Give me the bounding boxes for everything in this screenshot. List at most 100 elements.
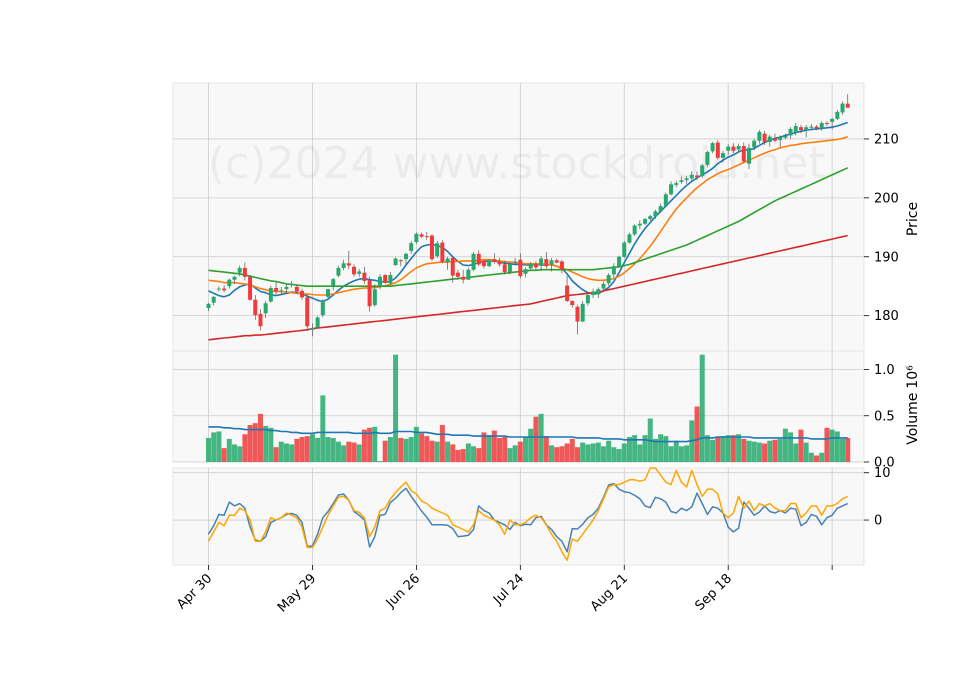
candle-body <box>523 269 528 274</box>
volume-bar <box>569 438 575 462</box>
osc-a-line <box>207 482 849 553</box>
candle <box>326 288 331 299</box>
candle <box>378 274 383 290</box>
volume-bar <box>772 439 778 462</box>
volume-bar <box>762 443 768 462</box>
volume-bar <box>289 444 295 462</box>
candle <box>783 133 788 140</box>
volume-bar <box>736 434 742 462</box>
candle-body <box>809 126 814 128</box>
volume-bar <box>840 438 846 462</box>
candle-body <box>378 276 383 287</box>
volume-bar <box>231 444 237 462</box>
candle <box>403 252 408 266</box>
candle <box>731 143 736 154</box>
volume-bar <box>549 445 555 462</box>
candle <box>284 284 289 293</box>
volume-bar <box>564 443 570 462</box>
volume-bar <box>819 452 825 462</box>
candle <box>804 124 809 138</box>
volume-bar <box>471 446 477 462</box>
candle-body <box>279 290 284 292</box>
candle <box>440 240 445 264</box>
price-tick-label: 200 <box>874 191 899 206</box>
candle <box>835 110 840 121</box>
volume-bar <box>517 441 523 462</box>
candle <box>242 262 247 281</box>
volume-bar <box>476 448 482 462</box>
candle <box>762 130 767 145</box>
candle <box>617 255 622 267</box>
candle <box>211 296 216 306</box>
candle-body <box>643 219 648 224</box>
candle <box>544 252 549 269</box>
volume-bar <box>751 441 757 462</box>
candle <box>481 259 486 269</box>
candle <box>575 304 580 335</box>
volume-bar <box>429 440 435 462</box>
candle-body <box>414 233 419 243</box>
candle <box>419 232 424 238</box>
candle <box>336 265 341 278</box>
candle <box>216 286 221 292</box>
volume-bar <box>221 448 227 462</box>
candle-body <box>367 280 372 307</box>
candle <box>435 240 440 258</box>
candle <box>684 176 689 184</box>
candle <box>393 257 398 267</box>
ma-mid-line <box>208 135 848 296</box>
candle-body <box>845 103 850 108</box>
candle <box>653 209 658 219</box>
volume-bar <box>497 437 503 462</box>
candle <box>206 302 211 311</box>
candle-body <box>819 123 824 129</box>
volume-bar <box>481 432 487 462</box>
candle-body <box>242 267 247 277</box>
candle-body <box>746 147 751 164</box>
volume-bar <box>491 430 497 462</box>
candle-body <box>778 137 783 141</box>
candle-body <box>700 165 705 177</box>
candle <box>445 256 450 270</box>
candle <box>450 256 455 283</box>
price-panel-background <box>172 82 865 352</box>
volume-bar <box>668 446 674 462</box>
volume-bar <box>782 428 788 462</box>
candle <box>559 259 564 274</box>
volume-bar <box>413 426 419 462</box>
candle-body <box>403 253 408 260</box>
candle <box>658 203 663 213</box>
candle <box>461 269 466 284</box>
candle-body <box>331 279 336 287</box>
candle <box>767 134 772 147</box>
candle <box>741 142 746 164</box>
volume-bar <box>455 449 461 462</box>
candle <box>518 253 523 279</box>
candle-body <box>824 123 829 125</box>
candle-body <box>305 297 310 327</box>
candle <box>752 138 757 151</box>
candle <box>570 300 575 308</box>
candle <box>227 278 232 289</box>
candle <box>674 180 679 188</box>
volume-bar <box>808 452 814 462</box>
candle <box>643 217 648 225</box>
candle-body <box>471 253 476 270</box>
candle-body <box>497 262 502 265</box>
volume-bar <box>543 436 549 462</box>
candle <box>222 285 227 293</box>
candle <box>715 140 720 160</box>
volume-bar <box>793 443 799 462</box>
candle-body <box>559 261 564 270</box>
volume-bar <box>538 413 544 462</box>
candle <box>362 266 367 284</box>
candle-body <box>268 287 273 302</box>
volume-bar <box>798 429 804 462</box>
candle-body <box>284 286 289 290</box>
candle-body <box>611 266 616 275</box>
candle <box>580 300 585 323</box>
candle-body <box>601 283 606 289</box>
candle-body <box>455 272 460 277</box>
candle-body <box>388 275 393 284</box>
volume-bar <box>616 449 622 462</box>
